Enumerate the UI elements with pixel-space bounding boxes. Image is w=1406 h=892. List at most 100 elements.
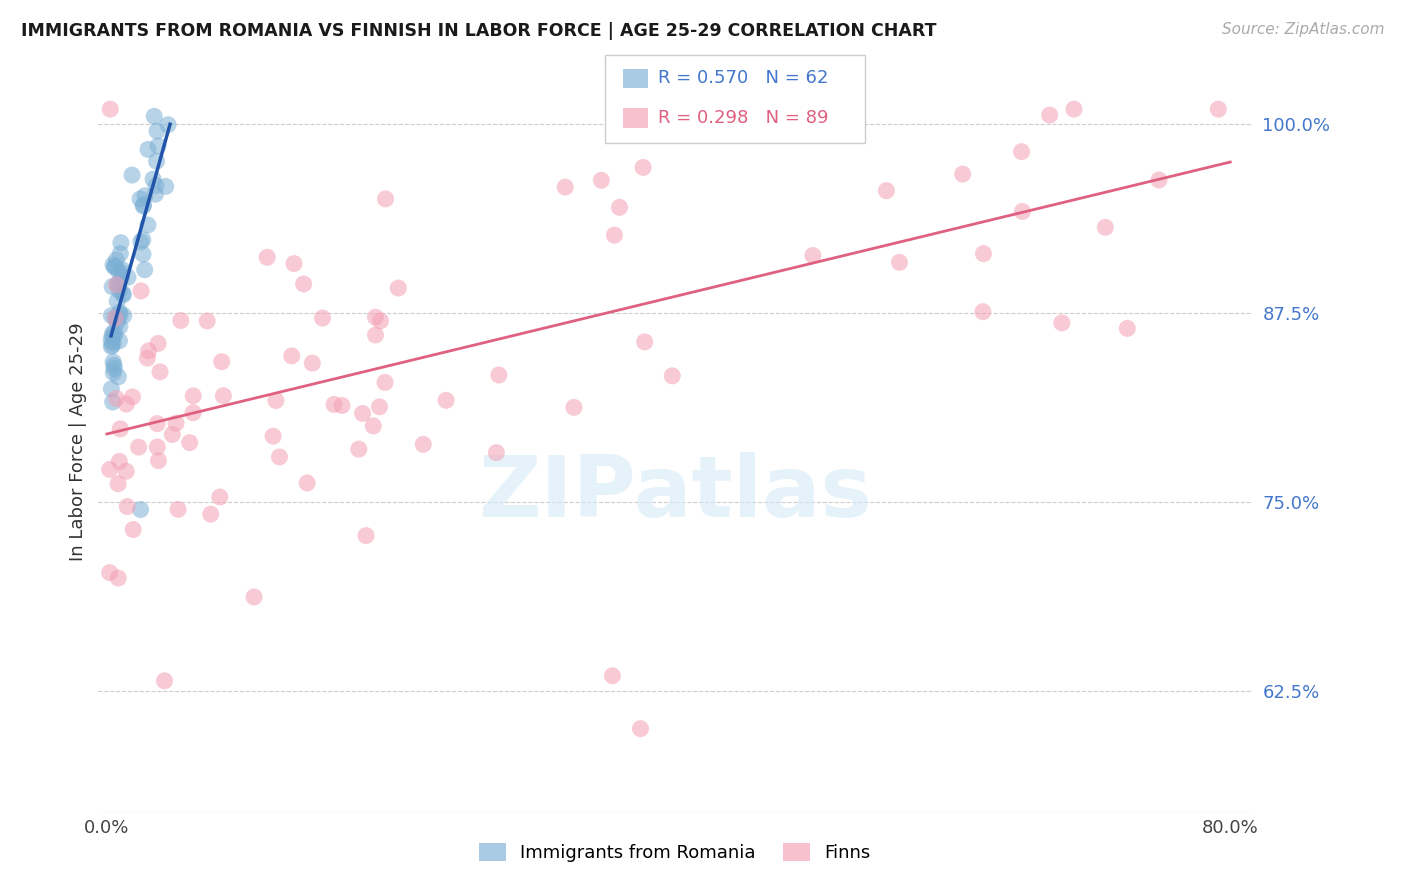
Point (352, 407, 374, 421)
Point (98, 102, 121, 116)
Point (132, 233, 155, 247)
Point (562, 401, 585, 415)
Point (136, 218, 159, 232)
Point (110, 422, 132, 436)
Point (101, 335, 124, 350)
Point (243, 590, 266, 604)
Point (108, 454, 131, 468)
Point (162, 427, 184, 442)
Point (156, 118, 179, 132)
Point (875, 184, 897, 198)
Point (117, 270, 139, 285)
Point (889, 255, 911, 269)
Point (105, 277, 128, 292)
Point (121, 390, 143, 404)
Text: R = 0.298   N = 89: R = 0.298 N = 89 (658, 109, 828, 127)
Point (364, 328, 387, 343)
Point (136, 142, 159, 156)
Point (1039, 108, 1062, 122)
Point (129, 192, 152, 206)
Point (1094, 220, 1116, 235)
Point (155, 179, 177, 194)
Point (554, 180, 576, 194)
Point (1011, 204, 1033, 219)
Point (148, 453, 170, 467)
Point (100, 309, 122, 323)
Point (181, 389, 204, 403)
Point (387, 281, 409, 295)
Point (103, 366, 125, 380)
Point (100, 382, 122, 396)
Point (105, 392, 128, 406)
Point (195, 314, 218, 328)
Point (354, 528, 377, 542)
Point (165, 416, 187, 430)
Point (122, 523, 145, 537)
Point (212, 389, 235, 403)
Point (107, 277, 129, 292)
Point (256, 250, 278, 264)
Point (361, 419, 384, 434)
Point (181, 406, 204, 420)
Point (107, 311, 129, 326)
Text: Source: ZipAtlas.com: Source: ZipAtlas.com (1222, 22, 1385, 37)
Point (134, 262, 156, 277)
Point (146, 417, 169, 431)
Point (801, 248, 824, 262)
Point (108, 308, 131, 322)
Point (972, 304, 994, 318)
Point (311, 311, 333, 326)
Text: ZIPatlas: ZIPatlas (478, 452, 872, 535)
Point (108, 266, 131, 280)
Point (108, 319, 131, 334)
Point (200, 507, 222, 521)
Point (146, 124, 169, 138)
Point (100, 334, 122, 348)
Point (107, 277, 129, 292)
Point (103, 361, 125, 376)
Point (609, 200, 631, 214)
Point (111, 269, 134, 284)
Point (111, 286, 134, 301)
Point (129, 502, 152, 516)
Point (129, 235, 152, 249)
Point (115, 500, 138, 514)
Point (149, 365, 172, 379)
Point (374, 376, 396, 390)
Point (295, 475, 318, 490)
Point (103, 260, 125, 274)
Point (280, 349, 302, 363)
Point (112, 309, 135, 323)
Point (101, 355, 124, 369)
Point (323, 397, 346, 411)
Point (602, 669, 624, 683)
Text: IMMIGRANTS FROM ROMANIA VS FINNISH IN LABOR FORCE | AGE 25-29 CORRELATION CHART: IMMIGRANTS FROM ROMANIA VS FINNISH IN LA… (21, 22, 936, 40)
Point (105, 316, 128, 330)
Point (412, 437, 434, 451)
Point (264, 393, 287, 408)
Point (142, 172, 165, 186)
Point (101, 326, 124, 340)
Point (103, 329, 125, 343)
Point (105, 252, 128, 267)
Point (136, 351, 159, 365)
Point (110, 246, 132, 260)
Point (1050, 316, 1073, 330)
Point (100, 339, 122, 353)
Point (630, 722, 652, 736)
Point (146, 139, 169, 153)
Point (485, 445, 508, 459)
Point (128, 440, 150, 454)
Point (108, 334, 131, 348)
Point (145, 154, 167, 169)
Point (101, 329, 124, 343)
Point (115, 464, 138, 478)
Point (108, 284, 131, 298)
Point (115, 397, 138, 411)
Point (143, 187, 166, 202)
Point (153, 673, 176, 688)
Point (107, 476, 129, 491)
Text: R = 0.570   N = 62: R = 0.570 N = 62 (658, 70, 828, 87)
Point (603, 102, 626, 116)
Point (167, 502, 190, 516)
